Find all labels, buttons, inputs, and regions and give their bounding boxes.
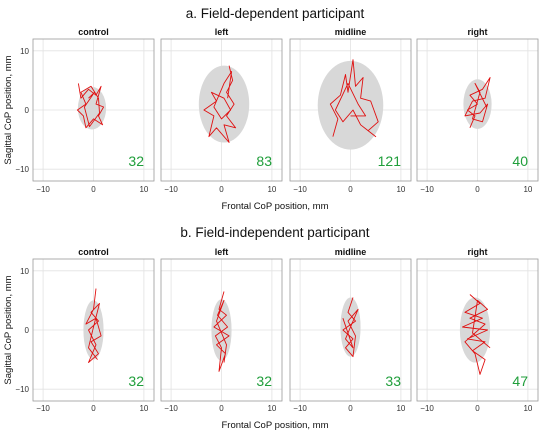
x-tick-label: 0	[348, 185, 353, 194]
chart-group-b: b. Field-independent participant control 3…	[3, 225, 539, 431]
x-tick-label: 0	[91, 185, 96, 194]
panel-right: right 47 −10 0 10	[416, 247, 539, 413]
y-tick-label: 10	[20, 267, 29, 276]
x-tick-label: −10	[420, 185, 434, 194]
panel-left: left 83 −10 0 10	[160, 27, 283, 194]
panel-control: control 32 −10 0 10 −10 0 10	[15, 247, 155, 413]
x-tick-label: 10	[523, 404, 532, 413]
x-tick-label: 0	[91, 404, 96, 413]
y-axis-label: Sagittal CoP position, mm	[3, 275, 14, 384]
panel-title: control	[78, 247, 109, 257]
panel-title: left	[215, 27, 229, 37]
panel-title: right	[468, 27, 488, 37]
x-tick-label: −10	[164, 185, 178, 194]
x-tick-label: −10	[36, 404, 50, 413]
ellipse-area-value: 40	[512, 153, 528, 169]
panel-frame	[289, 38, 412, 182]
x-tick-label: 10	[267, 185, 276, 194]
panel-right: right 40 −10 0 10	[416, 27, 539, 194]
panel-frame	[32, 38, 155, 182]
confidence-ellipse	[83, 300, 104, 360]
x-tick-label: 10	[396, 185, 405, 194]
x-tick-label: 10	[267, 404, 276, 413]
ellipse-area-value: 32	[128, 373, 144, 389]
ellipse-area-value: 33	[385, 373, 401, 389]
y-tick-label: −10	[15, 385, 29, 394]
cop-trace	[464, 77, 491, 128]
x-tick-label: 10	[396, 404, 405, 413]
confidence-ellipse	[198, 65, 250, 143]
x-tick-label: 0	[475, 185, 480, 194]
panel-frame	[416, 258, 539, 402]
panel-frame	[289, 258, 412, 402]
panel-frame	[32, 258, 155, 402]
x-axis-label: Frontal CoP position, mm	[221, 201, 328, 212]
y-axis-label: Sagittal CoP position, mm	[3, 55, 14, 164]
cop-trace	[76, 83, 105, 129]
panel-frame	[160, 258, 283, 402]
cop-trace	[329, 59, 379, 138]
x-tick-label: −10	[36, 185, 50, 194]
panel-midline: midline 33 −10 0 10	[289, 247, 412, 413]
confidence-ellipse	[77, 86, 107, 130]
cop-trace	[461, 294, 491, 375]
x-tick-label: 10	[139, 404, 148, 413]
cop-trace	[85, 288, 102, 363]
cop-trace	[213, 291, 230, 372]
x-tick-label: 10	[139, 185, 148, 194]
panel-title: midline	[335, 27, 367, 37]
x-axis-label: Frontal CoP position, mm	[221, 420, 328, 431]
ellipse-area-value: 32	[256, 373, 272, 389]
panel-title: control	[78, 27, 109, 37]
cop-trace	[203, 65, 237, 143]
x-tick-label: −10	[164, 404, 178, 413]
y-tick-label: 10	[20, 47, 29, 56]
panel-control: control 32 −10 0 10 −10 0 10	[15, 27, 155, 194]
panel-frame	[160, 38, 283, 182]
confidence-ellipse	[459, 297, 491, 363]
group-title: b. Field-independent participant	[180, 225, 369, 240]
y-tick-label: −10	[15, 165, 29, 174]
chart-group-a: a. Field-dependent participant control 32 −…	[3, 6, 539, 212]
ellipse-area-value: 47	[512, 373, 528, 389]
panel-title: right	[468, 247, 488, 257]
panel-title: left	[215, 247, 229, 257]
x-tick-label: 0	[219, 185, 224, 194]
panel-title: midline	[335, 247, 367, 257]
y-tick-label: 0	[25, 106, 30, 115]
x-tick-label: 0	[475, 404, 480, 413]
panel-left: left 32 −10 0 10	[160, 247, 283, 413]
ellipse-area-value: 32	[128, 153, 144, 169]
panel-frame	[416, 38, 539, 182]
x-tick-label: −10	[420, 404, 434, 413]
x-tick-label: −10	[293, 404, 307, 413]
group-title: a. Field-dependent participant	[186, 6, 365, 21]
x-tick-label: 0	[348, 404, 353, 413]
confidence-ellipse	[317, 60, 384, 150]
cop-trace	[342, 297, 359, 358]
ellipse-area-value: 83	[256, 153, 272, 169]
panel-midline: midline 121 −10 0 10	[289, 27, 412, 194]
y-tick-label: 0	[25, 326, 30, 335]
x-tick-label: 10	[523, 185, 532, 194]
ellipse-area-value: 121	[378, 153, 402, 169]
x-tick-label: 0	[219, 404, 224, 413]
x-tick-label: −10	[293, 185, 307, 194]
